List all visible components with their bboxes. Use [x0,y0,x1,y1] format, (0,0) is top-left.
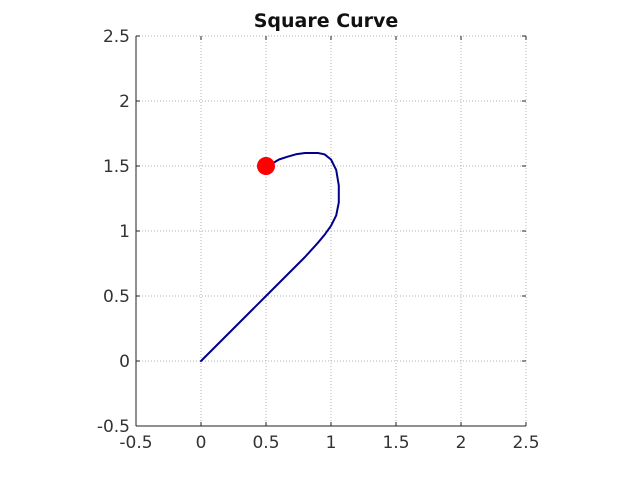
x-tick-labels: -0.5 0 0.5 1 1.5 2 2.5 [119,433,539,453]
y-tick-label: -0.5 [97,417,130,437]
y-tick-label: 1 [119,222,130,242]
tick-marks [135,35,527,427]
y-tick-label: 2 [119,92,130,112]
y-tick-label: 1.5 [103,157,130,177]
grid [135,35,527,427]
x-tick-label: 0 [196,433,207,453]
series-line [200,152,340,362]
x-tick-label: 1 [326,433,337,453]
current-point-marker [257,157,275,175]
y-tick-label: 0.5 [103,287,130,307]
y-tick-labels: -0.5 0 0.5 1 1.5 2 2.5 [97,27,130,437]
series-layer [200,152,340,362]
x-tick-label: 1.5 [382,433,409,453]
y-tick-label: 0 [119,352,130,372]
x-tick-label: 0.5 [252,433,279,453]
marker-layer [257,157,275,175]
x-tick-label: 2.5 [512,433,539,453]
x-tick-label: 2 [456,433,467,453]
y-tick-label: 2.5 [103,27,130,47]
x-tick-label: -0.5 [119,433,152,453]
chart-title: Square Curve [254,10,399,32]
